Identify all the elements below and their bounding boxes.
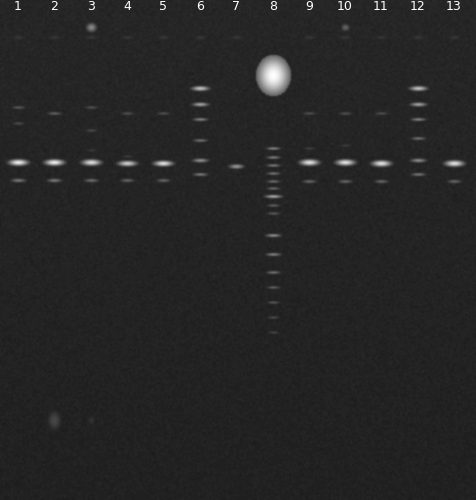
Text: 11: 11 xyxy=(373,0,389,14)
Text: 3: 3 xyxy=(87,0,95,14)
Text: 8: 8 xyxy=(269,0,277,14)
Text: 10: 10 xyxy=(337,0,353,14)
Text: 7: 7 xyxy=(232,0,240,14)
Text: 12: 12 xyxy=(410,0,426,14)
Text: 13: 13 xyxy=(446,0,462,14)
Text: 4: 4 xyxy=(123,0,131,14)
Text: 9: 9 xyxy=(305,0,313,14)
Text: 2: 2 xyxy=(50,0,58,14)
Text: 5: 5 xyxy=(159,0,167,14)
Text: 6: 6 xyxy=(196,0,204,14)
Text: 1: 1 xyxy=(14,0,22,14)
